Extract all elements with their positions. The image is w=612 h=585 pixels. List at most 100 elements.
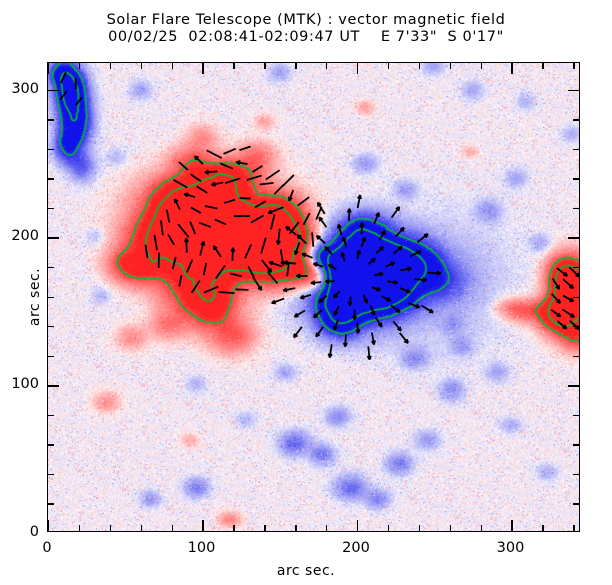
- field-vector: [327, 264, 337, 270]
- axis-tick: [568, 89, 579, 91]
- field-vector: [178, 161, 189, 171]
- field-vector: [267, 271, 279, 284]
- field-vector: [346, 208, 352, 221]
- field-vector: [359, 222, 365, 234]
- field-vector: [296, 273, 308, 279]
- field-vector: [551, 277, 561, 290]
- field-vector: [173, 178, 188, 189]
- axis-tick: [568, 385, 579, 387]
- axis-tick: [356, 63, 359, 74]
- axis-tick: [264, 63, 266, 69]
- axis-tick: [511, 63, 513, 74]
- axis-tick: [233, 525, 235, 531]
- field-vector: [318, 216, 328, 228]
- field-vector: [204, 205, 218, 210]
- field-vector: [261, 259, 273, 273]
- field-vector: [259, 181, 274, 186]
- axis-tick: [48, 444, 54, 446]
- field-vector: [325, 278, 335, 284]
- field-vector: [267, 206, 284, 215]
- field-vector: [271, 297, 285, 305]
- field-vector: [75, 96, 83, 106]
- axis-tick: [387, 63, 390, 69]
- field-vector: [392, 245, 403, 255]
- field-vector: [427, 270, 442, 276]
- field-vector: [177, 223, 190, 238]
- axis-tick: [418, 63, 421, 69]
- axis-tick: [264, 525, 266, 531]
- field-vector: [360, 236, 367, 248]
- field-vector: [568, 266, 579, 278]
- field-vector: [223, 198, 236, 204]
- y-axis-title: arc sec.: [27, 267, 44, 327]
- field-vector: [327, 344, 333, 359]
- field-vector: [312, 262, 324, 268]
- field-vector: [218, 291, 235, 295]
- field-vector: [301, 252, 313, 259]
- field-vector: [315, 326, 324, 338]
- axis-tick: [48, 237, 59, 239]
- field-vector: [193, 155, 204, 165]
- field-vector: [239, 197, 251, 200]
- field-vector: [407, 302, 421, 309]
- field-vector: [281, 174, 295, 188]
- axis-tick: [326, 525, 328, 531]
- field-vector: [167, 234, 175, 246]
- field-vector: [342, 334, 348, 348]
- axis-tick: [48, 178, 54, 180]
- axis-tick: [573, 63, 575, 69]
- field-vector: [375, 245, 385, 255]
- field-vector: [214, 218, 227, 226]
- axis-tick: [48, 503, 54, 505]
- field-vector: [370, 332, 376, 346]
- field-vector: [296, 234, 307, 245]
- axis-tick: [356, 520, 359, 531]
- field-vector: [390, 206, 401, 219]
- field-vector: [288, 221, 300, 235]
- x-tick-label: 0: [42, 540, 52, 556]
- field-vector: [333, 290, 341, 299]
- axis-tick: [171, 63, 173, 69]
- axis-tick: [418, 525, 421, 531]
- field-vector: [390, 304, 401, 314]
- axis-tick: [573, 414, 579, 417]
- field-vector: [416, 233, 429, 243]
- axis-tick: [573, 119, 579, 121]
- field-vector: [244, 244, 252, 259]
- field-vector: [183, 192, 196, 198]
- field-vector: [381, 295, 392, 302]
- field-vector: [287, 189, 295, 202]
- y-tick-label: 100: [11, 376, 39, 393]
- field-vector: [557, 320, 568, 330]
- field-vector: [223, 147, 237, 155]
- field-vector: [293, 309, 306, 318]
- field-vector: [186, 259, 194, 273]
- field-vector: [374, 271, 384, 277]
- field-vector: [251, 165, 263, 173]
- axis-tick: [48, 520, 50, 531]
- axis-tick: [573, 326, 579, 328]
- field-vector: [315, 206, 323, 220]
- field-vector: [378, 230, 386, 241]
- axis-tick: [573, 148, 579, 151]
- axis-tick: [48, 296, 54, 298]
- field-vector: [369, 305, 376, 316]
- field-vector: [311, 232, 315, 247]
- field-vector: [230, 247, 236, 261]
- field-vector: [250, 214, 265, 224]
- field-vector: [324, 246, 333, 255]
- field-vector: [421, 304, 434, 314]
- field-vector: [340, 252, 346, 262]
- field-vector: [374, 317, 383, 328]
- axis-tick: [573, 296, 579, 298]
- axis-tick: [573, 207, 579, 210]
- field-vector: [341, 236, 348, 248]
- axis-tick: [140, 63, 143, 69]
- field-vector: [189, 221, 197, 235]
- x-tick-label: 200: [342, 540, 370, 556]
- axis-tick: [573, 473, 579, 476]
- title-line-1: Solar Flare Telescope (MTK) : vector mag…: [106, 12, 506, 28]
- axis-tick: [295, 63, 297, 69]
- field-vector: [229, 272, 242, 278]
